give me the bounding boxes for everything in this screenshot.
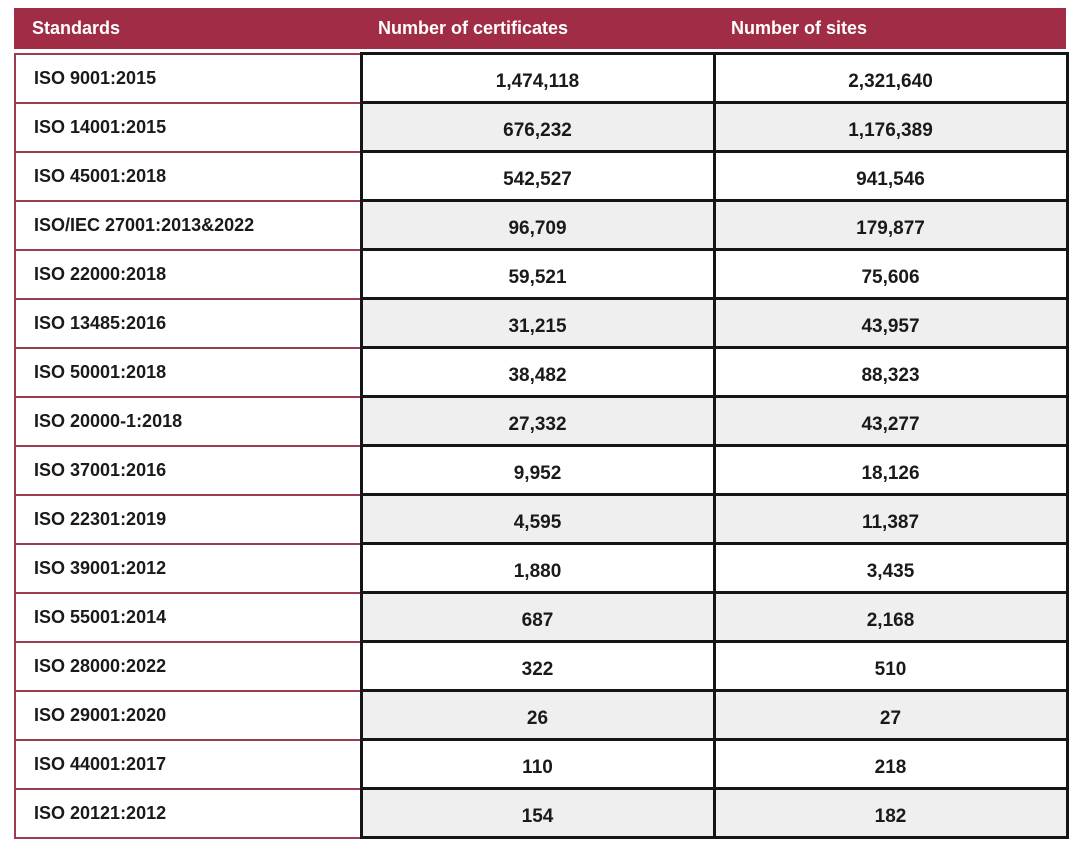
header-standards: Standards (32, 18, 121, 38)
certificates-cell: 1,880 (359, 542, 716, 594)
table-row: ISO 13485:2016 31,215 43,957 (14, 297, 1069, 349)
iso-survey-table: Standards Number of certificates Number … (14, 8, 1069, 839)
table-row: ISO 28000:2022 322 510 (14, 640, 1069, 692)
standard-cell: ISO 50001:2018 (14, 346, 362, 398)
standard-cell: ISO 45001:2018 (14, 150, 362, 202)
table-row: ISO/IEC 27001:2013&2022 96,709 179,877 (14, 199, 1069, 251)
standard-cell: ISO 22000:2018 (14, 248, 362, 300)
table-row: ISO 29001:2020 26 27 (14, 689, 1069, 741)
standard-cell: ISO 20000-1:2018 (14, 395, 362, 447)
sites-cell: 43,957 (712, 297, 1069, 349)
sites-cell: 510 (712, 640, 1069, 692)
standard-cell: ISO 39001:2012 (14, 542, 362, 594)
standard-cell: ISO 29001:2020 (14, 689, 362, 741)
sites-cell: 179,877 (712, 199, 1069, 251)
table-row: ISO 14001:2015 676,232 1,176,389 (14, 101, 1069, 153)
sites-cell: 75,606 (712, 248, 1069, 300)
certificates-cell: 59,521 (359, 248, 716, 300)
sites-cell: 1,176,389 (712, 101, 1069, 153)
certificates-cell: 542,527 (359, 150, 716, 202)
header-certificates: Number of certificates (378, 18, 569, 38)
certificates-cell: 687 (359, 591, 716, 643)
standard-cell: ISO/IEC 27001:2013&2022 (14, 199, 362, 251)
sites-cell: 18,126 (712, 444, 1069, 496)
certificates-cell: 322 (359, 640, 716, 692)
standard-cell: ISO 55001:2014 (14, 591, 362, 643)
certificates-cell: 38,482 (359, 346, 716, 398)
standard-cell: ISO 9001:2015 (14, 52, 362, 104)
sites-cell: 43,277 (712, 395, 1069, 447)
table-row: ISO 22301:2019 4,595 11,387 (14, 493, 1069, 545)
sites-cell: 27 (712, 689, 1069, 741)
standard-cell: ISO 28000:2022 (14, 640, 362, 692)
certificates-cell: 4,595 (359, 493, 716, 545)
sites-cell: 218 (712, 738, 1069, 790)
table-row: ISO 44001:2017 110 218 (14, 738, 1069, 790)
standard-cell: ISO 13485:2016 (14, 297, 362, 349)
sites-cell: 182 (712, 787, 1069, 839)
standard-cell: ISO 37001:2016 (14, 444, 362, 496)
table-row: ISO 45001:2018 542,527 941,546 (14, 150, 1069, 202)
table-body-grid: ISO 9001:2015 1,474,118 2,321,640 ISO 14001… (14, 52, 1069, 839)
standard-cell: ISO 20121:2012 (14, 787, 362, 839)
certificates-cell: 27,332 (359, 395, 716, 447)
standard-cell: ISO 22301:2019 (14, 493, 362, 545)
sites-cell: 2,168 (712, 591, 1069, 643)
table-row: ISO 20121:2012 154 182 (14, 787, 1069, 839)
table-row: ISO 9001:2015 1,474,118 2,321,640 (14, 52, 1069, 104)
table-row: ISO 39001:2012 1,880 3,435 (14, 542, 1069, 594)
standard-cell: ISO 14001:2015 (14, 101, 362, 153)
header-sites: Number of sites (731, 18, 868, 38)
sites-cell: 941,546 (712, 150, 1069, 202)
certificates-cell: 676,232 (359, 101, 716, 153)
certificates-cell: 9,952 (359, 444, 716, 496)
certificates-cell: 31,215 (359, 297, 716, 349)
sites-cell: 3,435 (712, 542, 1069, 594)
sites-cell: 11,387 (712, 493, 1069, 545)
table-row: ISO 20000-1:2018 27,332 43,277 (14, 395, 1069, 447)
certificates-cell: 96,709 (359, 199, 716, 251)
sites-cell: 2,321,640 (712, 52, 1069, 104)
table-row: ISO 37001:2016 9,952 18,126 (14, 444, 1069, 496)
certificates-cell: 26 (359, 689, 716, 741)
standard-cell: ISO 44001:2017 (14, 738, 362, 790)
table-row: ISO 55001:2014 687 2,168 (14, 591, 1069, 643)
sites-cell: 88,323 (712, 346, 1069, 398)
table-header: Standards Number of certificates Number … (14, 8, 1066, 49)
certificates-cell: 110 (359, 738, 716, 790)
table-row: ISO 50001:2018 38,482 88,323 (14, 346, 1069, 398)
table-body: ISO 9001:2015 1,474,118 2,321,640 ISO 14001… (14, 52, 1069, 839)
certificates-cell: 1,474,118 (359, 52, 716, 104)
certificates-cell: 154 (359, 787, 716, 839)
table-row: ISO 22000:2018 59,521 75,606 (14, 248, 1069, 300)
